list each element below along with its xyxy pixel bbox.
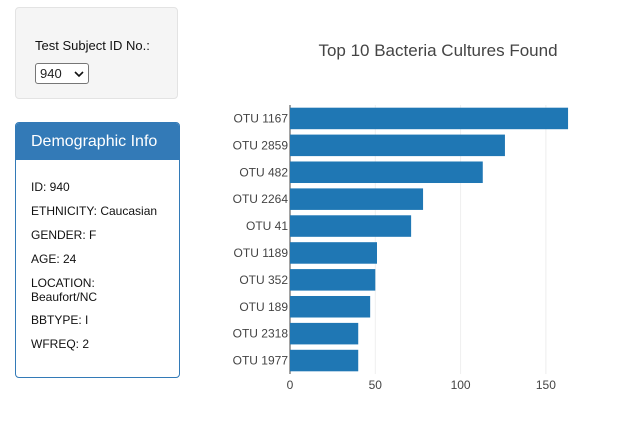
subject-id-select[interactable]: 940 (35, 63, 89, 84)
demographic-info-panel: Demographic Info ID: 940 ETHNICITY: Cauc… (15, 122, 180, 378)
chart-title: Top 10 Bacteria Cultures Found (318, 41, 557, 60)
bar-otu-1977[interactable] (290, 349, 359, 372)
demo-wfreq: WFREQ: 2 (31, 337, 90, 351)
chart-bars (290, 107, 569, 372)
bar-otu-482[interactable] (290, 161, 483, 184)
bar-otu-41[interactable] (290, 215, 412, 237)
bar-otu-2859[interactable] (290, 134, 505, 157)
y-tick-label: OTU 2264 (233, 192, 289, 206)
x-tick-label: 150 (536, 378, 556, 392)
demo-gender: GENDER: F (31, 228, 97, 242)
x-tick-label: 100 (451, 378, 471, 392)
bar-otu-1167[interactable] (290, 107, 569, 130)
demo-ethnicity: ETHNICITY: Caucasian (31, 204, 158, 218)
subject-id-label: Test Subject ID No.: (35, 38, 150, 53)
y-tick-label: OTU 2318 (233, 327, 289, 341)
y-tick-label: OTU 189 (239, 300, 288, 314)
demographic-info-body: ID: 940 ETHNICITY: Caucasian GENDER: F A… (16, 160, 179, 351)
bar-otu-189[interactable] (290, 295, 371, 318)
bar-otu-352[interactable] (290, 269, 376, 291)
demo-id: ID: 940 (31, 180, 70, 194)
subject-selector-well: Test Subject ID No.: 940 (15, 7, 178, 99)
chevron-down-icon (74, 71, 84, 78)
y-tick-label: OTU 1977 (233, 354, 289, 368)
y-tick-label: OTU 2859 (233, 138, 289, 152)
x-tick-label: 0 (287, 378, 294, 392)
bar-otu-2264[interactable] (290, 188, 424, 210)
y-tick-label: OTU 1189 (234, 246, 289, 260)
demo-age: AGE: 24 (31, 252, 77, 266)
x-tick-labels: 0 50 100 150 (287, 378, 557, 392)
panel-title: Demographic Info (16, 123, 179, 160)
y-tick-label: OTU 41 (246, 219, 288, 233)
demo-location: LOCATION: Beaufort/NC (31, 276, 98, 304)
y-tick-label: OTU 352 (239, 273, 288, 287)
y-tick-labels: OTU 1167 OTU 2859 OTU 482 OTU 2264 OTU 41 OTU… (233, 111, 289, 367)
subject-id-selected-value: 940 (40, 66, 62, 81)
bar-otu-1189[interactable] (290, 242, 377, 264)
demo-bbtype: BBTYPE: I (31, 313, 89, 327)
x-tick-label: 50 (369, 378, 383, 392)
bar-otu-2318[interactable] (290, 322, 359, 345)
y-tick-label: OTU 482 (239, 165, 288, 179)
y-tick-label: OTU 1167 (234, 111, 289, 125)
